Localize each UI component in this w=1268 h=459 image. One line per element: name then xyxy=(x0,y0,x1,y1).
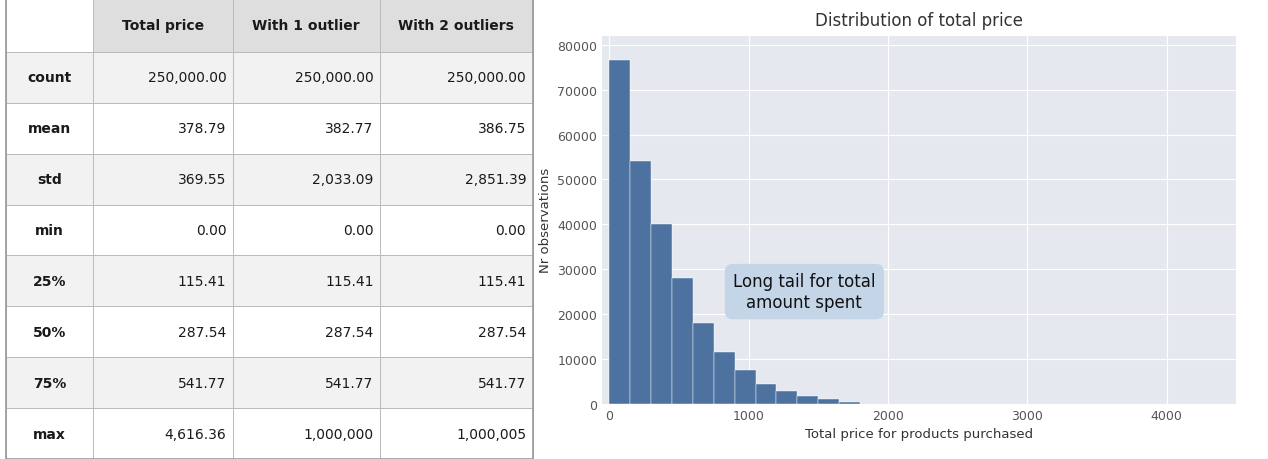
Bar xyxy=(380,154,533,205)
Text: 382.77: 382.77 xyxy=(326,122,374,136)
Text: 4,616.36: 4,616.36 xyxy=(165,426,226,441)
Text: min: min xyxy=(36,224,65,237)
Bar xyxy=(380,408,533,459)
Bar xyxy=(380,256,533,307)
Bar xyxy=(232,0,380,53)
Bar xyxy=(380,104,533,154)
Bar xyxy=(93,256,232,307)
Text: Total price: Total price xyxy=(122,19,204,34)
Bar xyxy=(93,154,232,205)
Bar xyxy=(232,307,380,358)
Bar xyxy=(93,53,232,104)
Bar xyxy=(714,353,734,404)
Text: 1,000,005: 1,000,005 xyxy=(456,426,526,441)
Text: 0.00: 0.00 xyxy=(496,224,526,237)
Text: 115.41: 115.41 xyxy=(478,274,526,288)
Text: 0.00: 0.00 xyxy=(195,224,226,237)
Bar xyxy=(93,307,232,358)
Bar xyxy=(380,0,533,53)
Text: With 2 outliers: With 2 outliers xyxy=(398,19,515,34)
Bar xyxy=(818,399,839,404)
Text: 250,000.00: 250,000.00 xyxy=(295,71,374,85)
Bar xyxy=(93,205,232,256)
Text: 287.54: 287.54 xyxy=(178,325,226,339)
Bar xyxy=(232,256,380,307)
Text: 541.77: 541.77 xyxy=(178,376,226,390)
Text: 287.54: 287.54 xyxy=(326,325,374,339)
Text: std: std xyxy=(37,173,62,187)
Text: 369.55: 369.55 xyxy=(178,173,226,187)
Bar xyxy=(380,53,533,104)
Bar xyxy=(672,279,692,404)
Bar xyxy=(776,392,798,404)
Bar xyxy=(6,408,93,459)
Bar xyxy=(6,358,93,408)
Text: 1,000,000: 1,000,000 xyxy=(303,426,374,441)
Bar xyxy=(6,53,93,104)
Bar xyxy=(6,104,93,154)
Bar xyxy=(692,323,714,404)
Title: Distribution of total price: Distribution of total price xyxy=(815,11,1023,30)
Bar xyxy=(609,62,630,404)
Bar xyxy=(6,307,93,358)
Text: 115.41: 115.41 xyxy=(178,274,226,288)
Bar xyxy=(380,358,533,408)
Text: count: count xyxy=(28,71,72,85)
Text: 75%: 75% xyxy=(33,376,66,390)
Text: max: max xyxy=(33,426,66,441)
X-axis label: Total price for products purchased: Total price for products purchased xyxy=(805,427,1033,440)
Bar xyxy=(380,205,533,256)
Bar xyxy=(734,370,756,404)
Y-axis label: Nr observations: Nr observations xyxy=(539,168,552,273)
Text: 541.77: 541.77 xyxy=(326,376,374,390)
Bar xyxy=(6,154,93,205)
Text: Long tail for total
amount spent: Long tail for total amount spent xyxy=(733,273,876,311)
Text: With 1 outlier: With 1 outlier xyxy=(252,19,360,34)
Text: mean: mean xyxy=(28,122,71,136)
Bar xyxy=(630,162,650,404)
Bar xyxy=(650,225,672,404)
Bar xyxy=(93,104,232,154)
Text: 0.00: 0.00 xyxy=(344,224,374,237)
Text: 115.41: 115.41 xyxy=(325,274,374,288)
Bar xyxy=(93,0,232,53)
Bar xyxy=(798,396,818,404)
Text: 250,000.00: 250,000.00 xyxy=(448,71,526,85)
Bar xyxy=(6,256,93,307)
Bar xyxy=(232,358,380,408)
Bar xyxy=(6,205,93,256)
Text: 250,000.00: 250,000.00 xyxy=(147,71,226,85)
Text: 50%: 50% xyxy=(33,325,66,339)
Bar xyxy=(756,384,776,404)
Text: 25%: 25% xyxy=(33,274,66,288)
Bar xyxy=(232,104,380,154)
Bar xyxy=(93,358,232,408)
Bar xyxy=(839,402,860,404)
Bar xyxy=(232,154,380,205)
Text: 378.79: 378.79 xyxy=(178,122,226,136)
Text: 287.54: 287.54 xyxy=(478,325,526,339)
Bar xyxy=(232,205,380,256)
Text: 2,851.39: 2,851.39 xyxy=(464,173,526,187)
Bar xyxy=(93,408,232,459)
Text: 541.77: 541.77 xyxy=(478,376,526,390)
Bar xyxy=(6,0,93,53)
Text: 386.75: 386.75 xyxy=(478,122,526,136)
Bar xyxy=(232,53,380,104)
Bar xyxy=(232,408,380,459)
Text: 2,033.09: 2,033.09 xyxy=(312,173,374,187)
Bar xyxy=(380,307,533,358)
